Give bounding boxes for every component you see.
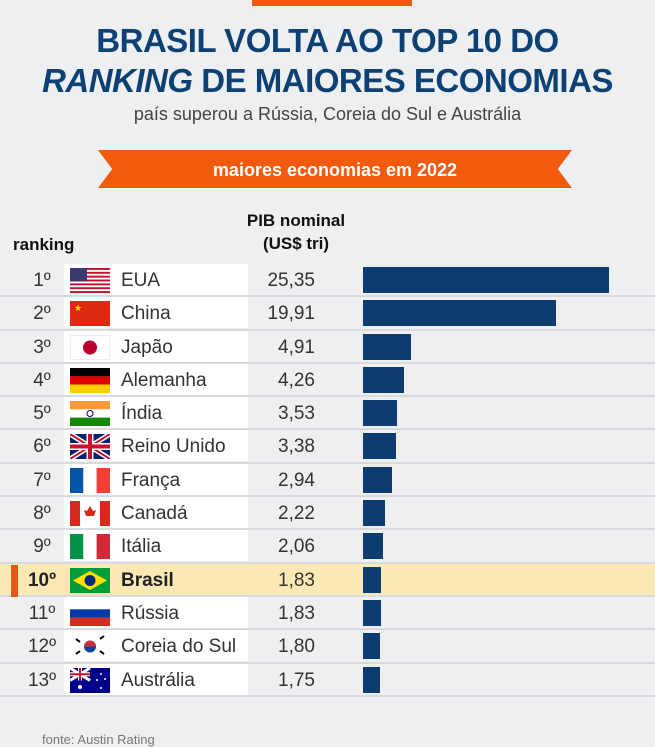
bar — [363, 366, 405, 393]
rank-label: 9º — [33, 536, 51, 558]
rank-header: ranking — [13, 235, 75, 254]
table-row: 11º Rússia 1,83 — [0, 596, 655, 631]
rank-label: 13º — [27, 669, 57, 691]
rank-label: 2º — [33, 303, 51, 325]
br-flag-icon — [70, 567, 110, 593]
bar — [363, 466, 392, 493]
top-accent-bar — [252, 0, 412, 6]
section-ribbon: maiores economias em 2022 — [98, 150, 572, 188]
country-name: Brasil — [121, 569, 174, 591]
source-note: fonte: Austin Rating — [42, 732, 155, 747]
country-name: Canadá — [121, 503, 188, 525]
ru-flag-icon — [70, 600, 110, 626]
value-label: 2,22 — [278, 503, 315, 525]
value-label: 1,80 — [278, 636, 315, 658]
value-label: 4,26 — [278, 369, 315, 391]
rank-label: 7º — [33, 469, 51, 491]
svg-text:★: ★ — [74, 303, 82, 313]
country-name: China — [121, 303, 171, 325]
country-name: Reino Unido — [121, 436, 226, 458]
bar — [363, 666, 380, 693]
table-row: 7º França 2,94 — [0, 463, 655, 498]
jp-flag-icon — [70, 334, 110, 360]
rank-label: 1º — [33, 270, 51, 291]
country-name: Austrália — [121, 669, 195, 691]
title-italic-word: RANKING — [42, 62, 193, 99]
value-label: 25,35 — [267, 270, 315, 291]
value-label: 19,91 — [267, 303, 315, 325]
bar — [363, 267, 609, 293]
subtitle: país superou a Rússia, Coreia do Sul e A… — [133, 104, 522, 124]
bar — [363, 599, 381, 626]
title-line-2: RANKING DE MAIORES ECONOMIAS — [0, 62, 655, 100]
bar — [363, 633, 381, 660]
cn-flag-icon: ★ — [70, 301, 110, 327]
rank-label: 6º — [33, 436, 51, 458]
table-row: 10º Brasil 1,83 — [0, 563, 655, 597]
bar — [363, 500, 385, 527]
value-label: 3,53 — [278, 403, 315, 425]
table-row: 2º ★ China 19,91 — [0, 297, 655, 331]
table-row: 8º Canadá 2,22 — [0, 497, 655, 531]
rank-label: 8º — [33, 503, 51, 525]
value-label: 1,83 — [278, 569, 315, 591]
table-row: 6º Reino Unido 3,38 — [0, 430, 655, 464]
ca-flag-icon — [70, 501, 110, 527]
pib-header: PIB nominal (US$ tri) — [236, 209, 356, 255]
bar — [363, 566, 381, 593]
de-flag-icon — [70, 367, 110, 393]
table-row: 3º Japão 4,91 — [0, 330, 655, 364]
rank-label: 3º — [33, 336, 51, 358]
pib-header-line1: PIB nominal — [246, 211, 346, 230]
bar — [363, 300, 557, 327]
rank-label: 4º — [33, 369, 51, 391]
country-name: Alemanha — [121, 369, 207, 391]
rank-label: 12º — [27, 636, 57, 658]
table-row: 1º EUA 25,35 — [0, 264, 655, 298]
country-name: Japão — [121, 336, 173, 358]
table-row: 12º Coreia do Sul 1,80 — [0, 630, 655, 664]
table-row: 9º Itália 2,06 — [0, 530, 655, 564]
in-flag-icon — [70, 401, 110, 427]
title-line-1: BRASIL VOLTA AO TOP 10 DO — [96, 22, 559, 59]
table-row: 13º Austrália 1,75 — [0, 663, 655, 697]
ranking-table: 1º EUA 25,35 2º ★ China 19,91 3º Japão 4… — [0, 264, 655, 697]
pib-header-line2: (US$ tri) — [262, 234, 330, 253]
country-name: Índia — [121, 403, 163, 425]
country-name: EUA — [121, 270, 161, 291]
bar — [363, 400, 398, 427]
highlight-marker — [11, 564, 18, 597]
country-name: Rússia — [121, 602, 180, 624]
gb-flag-icon — [70, 434, 110, 460]
table-row: 5º Índia 3,53 — [0, 397, 655, 431]
country-name: Coreia do Sul — [121, 636, 237, 658]
country-name: França — [121, 469, 181, 491]
value-label: 1,83 — [278, 602, 315, 624]
value-label: 3,38 — [278, 436, 315, 458]
value-label: 2,94 — [278, 469, 315, 491]
value-label: 2,06 — [278, 536, 315, 558]
bar — [363, 333, 411, 360]
value-label: 1,75 — [278, 669, 315, 691]
value-label: 4,91 — [278, 336, 315, 358]
title-line-2-rest: DE MAIORES ECONOMIAS — [192, 62, 613, 99]
bar — [363, 433, 396, 460]
bar — [363, 533, 383, 560]
au-flag-icon — [70, 667, 110, 693]
rank-label: 11º — [28, 602, 56, 624]
table-row: 4º Alemanha 4,26 — [0, 363, 655, 398]
fr-flag-icon — [70, 467, 110, 493]
kr-flag-icon — [70, 634, 110, 660]
rank-label: 10º — [27, 569, 57, 591]
us-flag-icon — [70, 268, 110, 293]
it-flag-icon — [70, 534, 110, 560]
country-name: Itália — [121, 536, 162, 558]
rank-label: 5º — [33, 403, 51, 425]
